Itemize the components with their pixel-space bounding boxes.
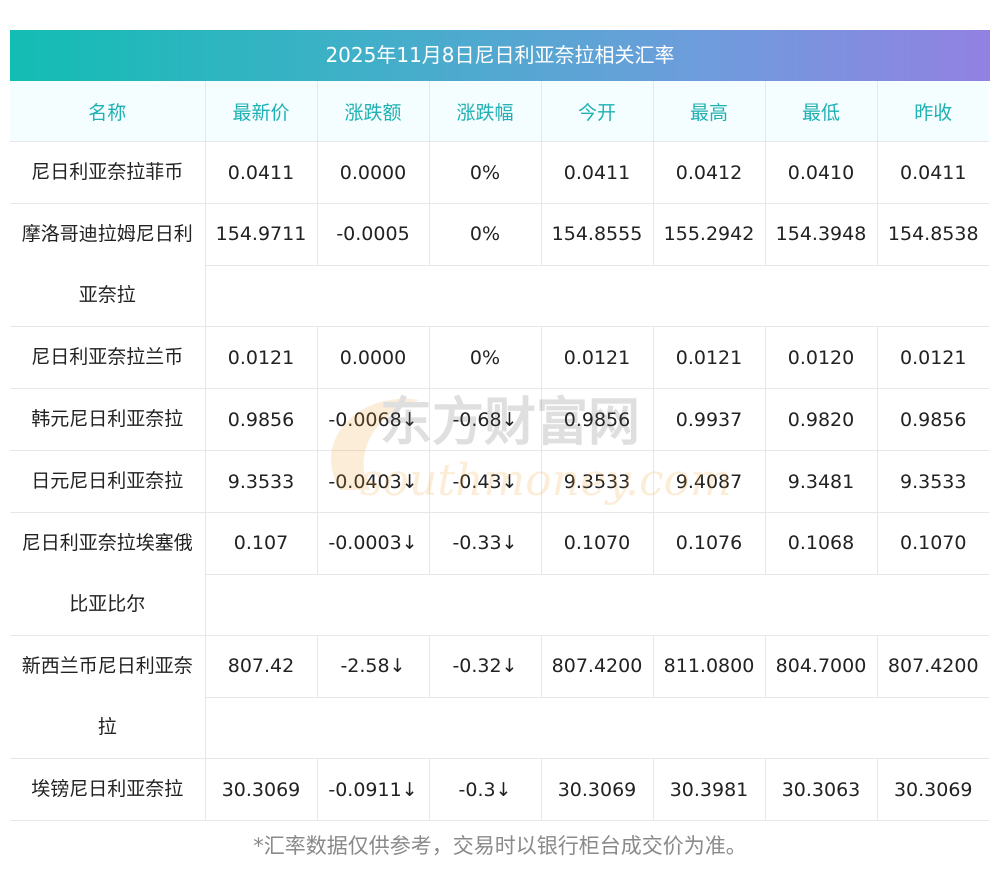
page-title: 2025年11月8日尼日利亚奈拉相关汇率 bbox=[10, 30, 990, 81]
empty-cell bbox=[205, 574, 989, 636]
table-row-filler bbox=[10, 697, 989, 759]
row-high: 155.2942 bbox=[653, 203, 766, 266]
row-change: 0.0000 bbox=[317, 141, 430, 204]
row-name-text: 尼日利亚奈拉埃塞俄比亚比尔 bbox=[21, 532, 193, 615]
table-row: 尼日利亚奈拉菲币 0.0411 0.0000 0% 0.0411 0.0412 … bbox=[10, 141, 989, 204]
row-change-pct: -0.32↓ bbox=[429, 635, 542, 698]
row-change-pct: -0.68↓ bbox=[429, 388, 542, 451]
row-open: 154.8555 bbox=[541, 203, 654, 266]
column-header-low: 最低 bbox=[765, 81, 878, 142]
table-row-filler bbox=[10, 574, 989, 636]
row-latest: 30.3069 bbox=[205, 758, 318, 821]
row-high: 30.3981 bbox=[653, 758, 766, 821]
column-header-change: 涨跌额 bbox=[317, 81, 430, 142]
table-row-filler bbox=[10, 265, 989, 327]
row-name[interactable]: 埃镑尼日利亚奈拉 bbox=[10, 758, 206, 821]
table-row: 韩元尼日利亚奈拉 0.9856 -0.0068↓ -0.68↓ 0.9856 0… bbox=[10, 388, 989, 451]
row-change: -0.0068↓ bbox=[317, 388, 430, 451]
table-row: 日元尼日利亚奈拉 9.3533 -0.0403↓ -0.43↓ 9.3533 9… bbox=[10, 450, 989, 513]
row-change-pct: 0% bbox=[429, 141, 542, 204]
row-low: 804.7000 bbox=[765, 635, 878, 698]
row-high: 0.9937 bbox=[653, 388, 766, 451]
row-latest: 0.0411 bbox=[205, 141, 318, 204]
table-row: 尼日利亚奈拉埃塞俄比亚比尔 0.107 -0.0003↓ -0.33↓ 0.10… bbox=[10, 512, 989, 636]
row-latest: 0.0121 bbox=[205, 326, 318, 389]
row-change-pct: 0% bbox=[429, 203, 542, 266]
row-change-pct: -0.3↓ bbox=[429, 758, 542, 821]
row-low: 30.3063 bbox=[765, 758, 878, 821]
table-row: 埃镑尼日利亚奈拉 30.3069 -0.0911↓ -0.3↓ 30.3069 … bbox=[10, 758, 989, 821]
row-prev-close: 154.8538 bbox=[877, 203, 989, 266]
row-high: 0.0412 bbox=[653, 141, 766, 204]
row-low: 0.9820 bbox=[765, 388, 878, 451]
row-change-pct: -0.43↓ bbox=[429, 450, 542, 513]
row-latest: 154.9711 bbox=[205, 203, 318, 266]
row-open: 30.3069 bbox=[541, 758, 654, 821]
row-prev-close: 9.3533 bbox=[877, 450, 989, 513]
row-name[interactable]: 日元尼日利亚奈拉 bbox=[10, 450, 206, 513]
row-change: -0.0403↓ bbox=[317, 450, 430, 513]
row-open: 9.3533 bbox=[541, 450, 654, 513]
column-header-prev-close: 昨收 bbox=[877, 81, 989, 142]
column-header-high: 最高 bbox=[653, 81, 766, 142]
row-change-pct: -0.33↓ bbox=[429, 512, 542, 575]
row-change: -2.58↓ bbox=[317, 635, 430, 698]
empty-cell bbox=[205, 265, 989, 327]
column-header-open: 今开 bbox=[541, 81, 654, 142]
row-name[interactable]: 韩元尼日利亚奈拉 bbox=[10, 388, 206, 451]
table-row: 尼日利亚奈拉兰币 0.0121 0.0000 0% 0.0121 0.0121 … bbox=[10, 326, 989, 389]
row-prev-close: 0.1070 bbox=[877, 512, 989, 575]
row-prev-close: 0.9856 bbox=[877, 388, 989, 451]
row-low: 0.0120 bbox=[765, 326, 878, 389]
row-prev-close: 807.4200 bbox=[877, 635, 989, 698]
row-name-text: 摩洛哥迪拉姆尼日利亚奈拉 bbox=[21, 223, 193, 306]
row-change: -0.0911↓ bbox=[317, 758, 430, 821]
row-open: 0.1070 bbox=[541, 512, 654, 575]
row-high: 811.0800 bbox=[653, 635, 766, 698]
exchange-rate-table: 名称 最新价 涨跌额 涨跌幅 今开 最高 最低 昨收 尼日利亚奈拉菲币 0.04… bbox=[10, 81, 989, 821]
column-header-name: 名称 bbox=[10, 81, 206, 142]
row-name-text: 新西兰币尼日利亚奈拉 bbox=[21, 655, 193, 738]
row-name[interactable]: 尼日利亚奈拉埃塞俄比亚比尔 bbox=[10, 512, 206, 636]
column-header-latest: 最新价 bbox=[205, 81, 318, 142]
row-open: 807.4200 bbox=[541, 635, 654, 698]
row-open: 0.0411 bbox=[541, 141, 654, 204]
row-name[interactable]: 摩洛哥迪拉姆尼日利亚奈拉 bbox=[10, 203, 206, 327]
table-header-row: 名称 最新价 涨跌额 涨跌幅 今开 最高 最低 昨收 bbox=[10, 81, 989, 142]
row-name[interactable]: 尼日利亚奈拉菲币 bbox=[10, 141, 206, 204]
row-change: -0.0005 bbox=[317, 203, 430, 266]
row-latest: 9.3533 bbox=[205, 450, 318, 513]
row-name[interactable]: 尼日利亚奈拉兰币 bbox=[10, 326, 206, 389]
row-prev-close: 0.0121 bbox=[877, 326, 989, 389]
column-header-change-pct: 涨跌幅 bbox=[429, 81, 542, 142]
empty-cell bbox=[205, 697, 989, 759]
row-latest: 0.107 bbox=[205, 512, 318, 575]
row-prev-close: 30.3069 bbox=[877, 758, 989, 821]
row-latest: 807.42 bbox=[205, 635, 318, 698]
row-change-pct: 0% bbox=[429, 326, 542, 389]
row-change: 0.0000 bbox=[317, 326, 430, 389]
row-high: 0.0121 bbox=[653, 326, 766, 389]
row-name[interactable]: 新西兰币尼日利亚奈拉 bbox=[10, 635, 206, 759]
table-row: 摩洛哥迪拉姆尼日利亚奈拉 154.9711 -0.0005 0% 154.855… bbox=[10, 203, 989, 327]
row-low: 154.3948 bbox=[765, 203, 878, 266]
row-low: 9.3481 bbox=[765, 450, 878, 513]
row-open: 0.9856 bbox=[541, 388, 654, 451]
row-prev-close: 0.0411 bbox=[877, 141, 989, 204]
row-latest: 0.9856 bbox=[205, 388, 318, 451]
disclaimer-footer: *汇率数据仅供参考，交易时以银行柜台成交价为准。 bbox=[253, 834, 747, 858]
row-high: 9.4087 bbox=[653, 450, 766, 513]
row-high: 0.1076 bbox=[653, 512, 766, 575]
row-change: -0.0003↓ bbox=[317, 512, 430, 575]
table-row: 新西兰币尼日利亚奈拉 807.42 -2.58↓ -0.32↓ 807.4200… bbox=[10, 635, 989, 759]
row-low: 0.0410 bbox=[765, 141, 878, 204]
row-open: 0.0121 bbox=[541, 326, 654, 389]
row-low: 0.1068 bbox=[765, 512, 878, 575]
